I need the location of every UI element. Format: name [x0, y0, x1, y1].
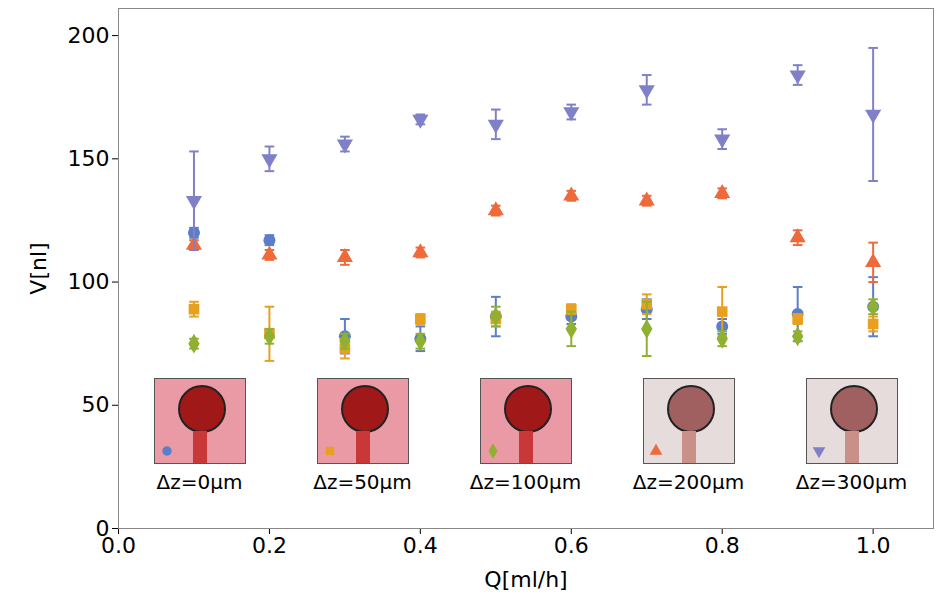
- svg-text:0.2: 0.2: [252, 533, 287, 558]
- svg-text:0.8: 0.8: [705, 533, 740, 558]
- svg-text:0.0: 0.0: [101, 533, 136, 558]
- svg-text:150: 150: [68, 146, 110, 171]
- svg-text:0: 0: [95, 515, 110, 541]
- html-text:Δz=0μm: Δz=0μm: [156, 470, 243, 494]
- svg-text:0.6: 0.6: [554, 533, 589, 558]
- svg-text:0.4: 0.4: [403, 533, 438, 558]
- html-text:Δz=200μm: Δz=200μm: [632, 470, 745, 494]
- html-text:Δz=300μm: Δz=300μm: [795, 470, 908, 494]
- svg-text:Q[ml/h]: Q[ml/h]: [484, 567, 567, 592]
- html-text:Δz=100μm: Δz=100μm: [469, 470, 582, 494]
- svg-text:50: 50: [82, 392, 110, 417]
- svg-text:1.0: 1.0: [856, 533, 891, 558]
- svg-text:100: 100: [68, 269, 110, 294]
- svg-text:V[nl]: V[nl]: [26, 242, 51, 294]
- svg-text:200: 200: [68, 23, 110, 48]
- html-text:Δz=50μm: Δz=50μm: [313, 470, 412, 494]
